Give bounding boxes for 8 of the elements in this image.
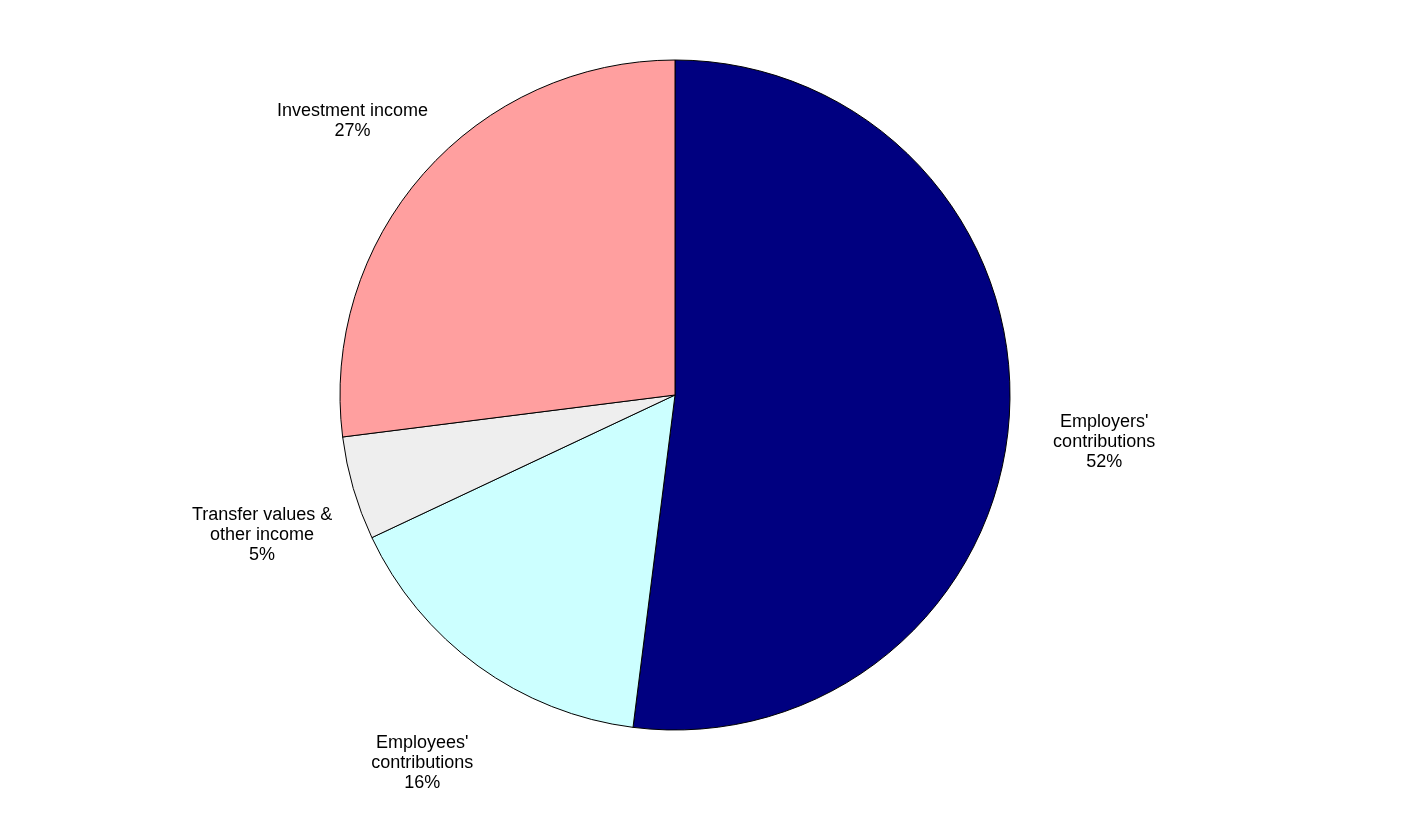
data-label: 52% bbox=[1086, 451, 1123, 471]
slice-label: Employers' contributions bbox=[1053, 411, 1156, 451]
slice-label: Transfer values & other income bbox=[191, 503, 333, 544]
data-label: 27% bbox=[334, 119, 371, 140]
data-label: 5% bbox=[249, 543, 276, 564]
slice-label: Investment income bbox=[276, 99, 428, 120]
data-label: 16% bbox=[404, 771, 441, 792]
slice-label: Employees' contributions bbox=[371, 731, 474, 772]
